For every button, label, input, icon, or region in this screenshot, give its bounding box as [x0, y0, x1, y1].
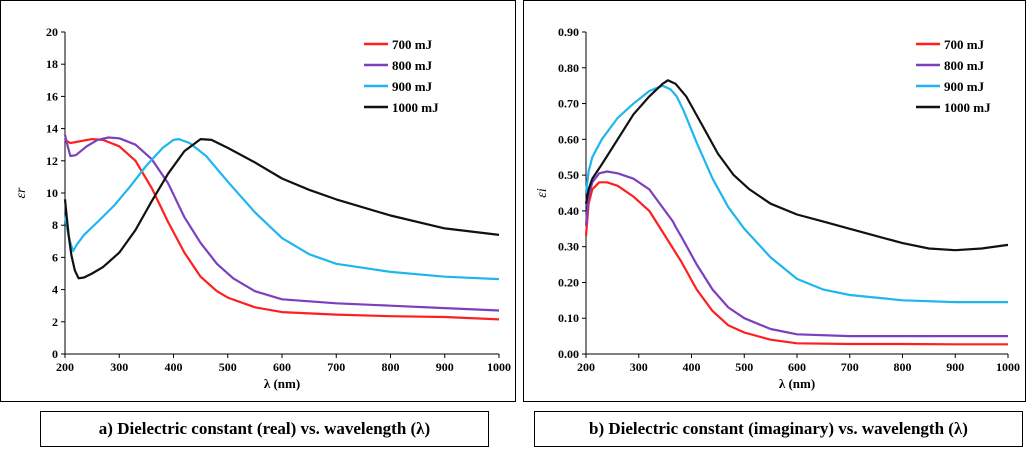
series-line-700-mj [64, 138, 500, 321]
y-tick-label: 14 [46, 122, 58, 136]
series-line-800-mj [584, 170, 1008, 338]
x-axis-label: λ (nm) [779, 376, 815, 391]
y-tick-label: 2 [52, 315, 58, 329]
x-tick-label: 300 [630, 360, 648, 374]
chart-panel-imaginary: 0.00 0.10 0.20 0.30 0.40 0.50 0.60 0.70 0.80 0.90… [523, 0, 1026, 402]
x-tick-label: 400 [165, 360, 183, 374]
caption-real: a) Dielectric constant (real) vs. wavele… [40, 411, 489, 447]
legend-label: 1000 mJ [944, 100, 991, 115]
x-tick-label: 300 [110, 360, 128, 374]
y-tick-label: 18 [46, 57, 58, 71]
x-tick-label: 400 [683, 360, 701, 374]
x-tick-label: 1000 [996, 360, 1020, 374]
y-tick-label: 20 [46, 25, 58, 39]
y-tick-label: 4 [52, 283, 58, 297]
y-tick-label: 0.10 [558, 311, 579, 325]
series-line-700-mj [584, 181, 1008, 346]
x-tick-label: 200 [577, 360, 595, 374]
chart-real-svg: 0 2 4 6 8 10 12 14 16 18 20 200 300 400 500 600 700 800 90… [14, 25, 511, 391]
legend-label: 700 mJ [392, 37, 433, 52]
caption-imaginary: b) Dielectric constant (imaginary) vs. w… [534, 411, 1023, 447]
x-tick-label: 1000 [487, 360, 511, 374]
y-tick-label: 0.70 [558, 97, 579, 111]
y-axis-label: εi [535, 188, 550, 198]
x-tick-label: 900 [946, 360, 964, 374]
legend-label: 900 mJ [392, 79, 433, 94]
y-tick-label: 0.30 [558, 240, 579, 254]
y-tick-label: 10 [46, 186, 58, 200]
series-line-900-mj [63, 138, 500, 281]
legend-label: 800 mJ [944, 58, 985, 73]
x-tick-label: 500 [735, 360, 753, 374]
x-tick-label: 200 [56, 360, 74, 374]
legend-label: 700 mJ [944, 37, 985, 52]
x-tick-label: 900 [436, 360, 454, 374]
y-tick-label: 0.80 [558, 61, 579, 75]
x-axis-label: λ (nm) [264, 376, 300, 391]
x-tick-label: 700 [327, 360, 345, 374]
y-tick-label: 0.60 [558, 132, 579, 146]
y-tick-label: 0.90 [558, 25, 579, 39]
y-tick-label: 16 [46, 89, 58, 103]
y-tick-label: 0.50 [558, 168, 579, 182]
chart-imaginary-svg: 0.00 0.10 0.20 0.30 0.40 0.50 0.60 0.70 0.80 0.90… [535, 25, 1020, 391]
series-line-1000-mj [63, 138, 500, 280]
x-tick-label: 600 [273, 360, 291, 374]
x-tick-label: 500 [219, 360, 237, 374]
y-tick-label: 0.40 [558, 204, 579, 218]
y-axis-label: εr [14, 187, 29, 199]
series-line-900-mj [584, 84, 1008, 304]
chart-panel-real: 0 2 4 6 8 10 12 14 16 18 20 200 300 400 500 600 700 800 90… [0, 0, 516, 402]
y-tick-label: 0 [52, 347, 58, 361]
y-tick-label: 6 [52, 250, 58, 264]
y-tick-label: 0.20 [558, 275, 579, 289]
legend-label: 900 mJ [944, 79, 985, 94]
series-line-1000-mj [584, 79, 1009, 252]
y-tick-label: 12 [46, 154, 58, 168]
y-tick-label: 0.00 [558, 347, 579, 361]
x-tick-label: 600 [788, 360, 806, 374]
x-tick-label: 700 [841, 360, 859, 374]
series-line-800-mj [63, 134, 500, 312]
legend-label: 1000 mJ [392, 100, 439, 115]
legend-label: 800 mJ [392, 58, 433, 73]
x-tick-label: 800 [894, 360, 912, 374]
x-tick-label: 800 [382, 360, 400, 374]
y-tick-label: 8 [52, 218, 58, 232]
